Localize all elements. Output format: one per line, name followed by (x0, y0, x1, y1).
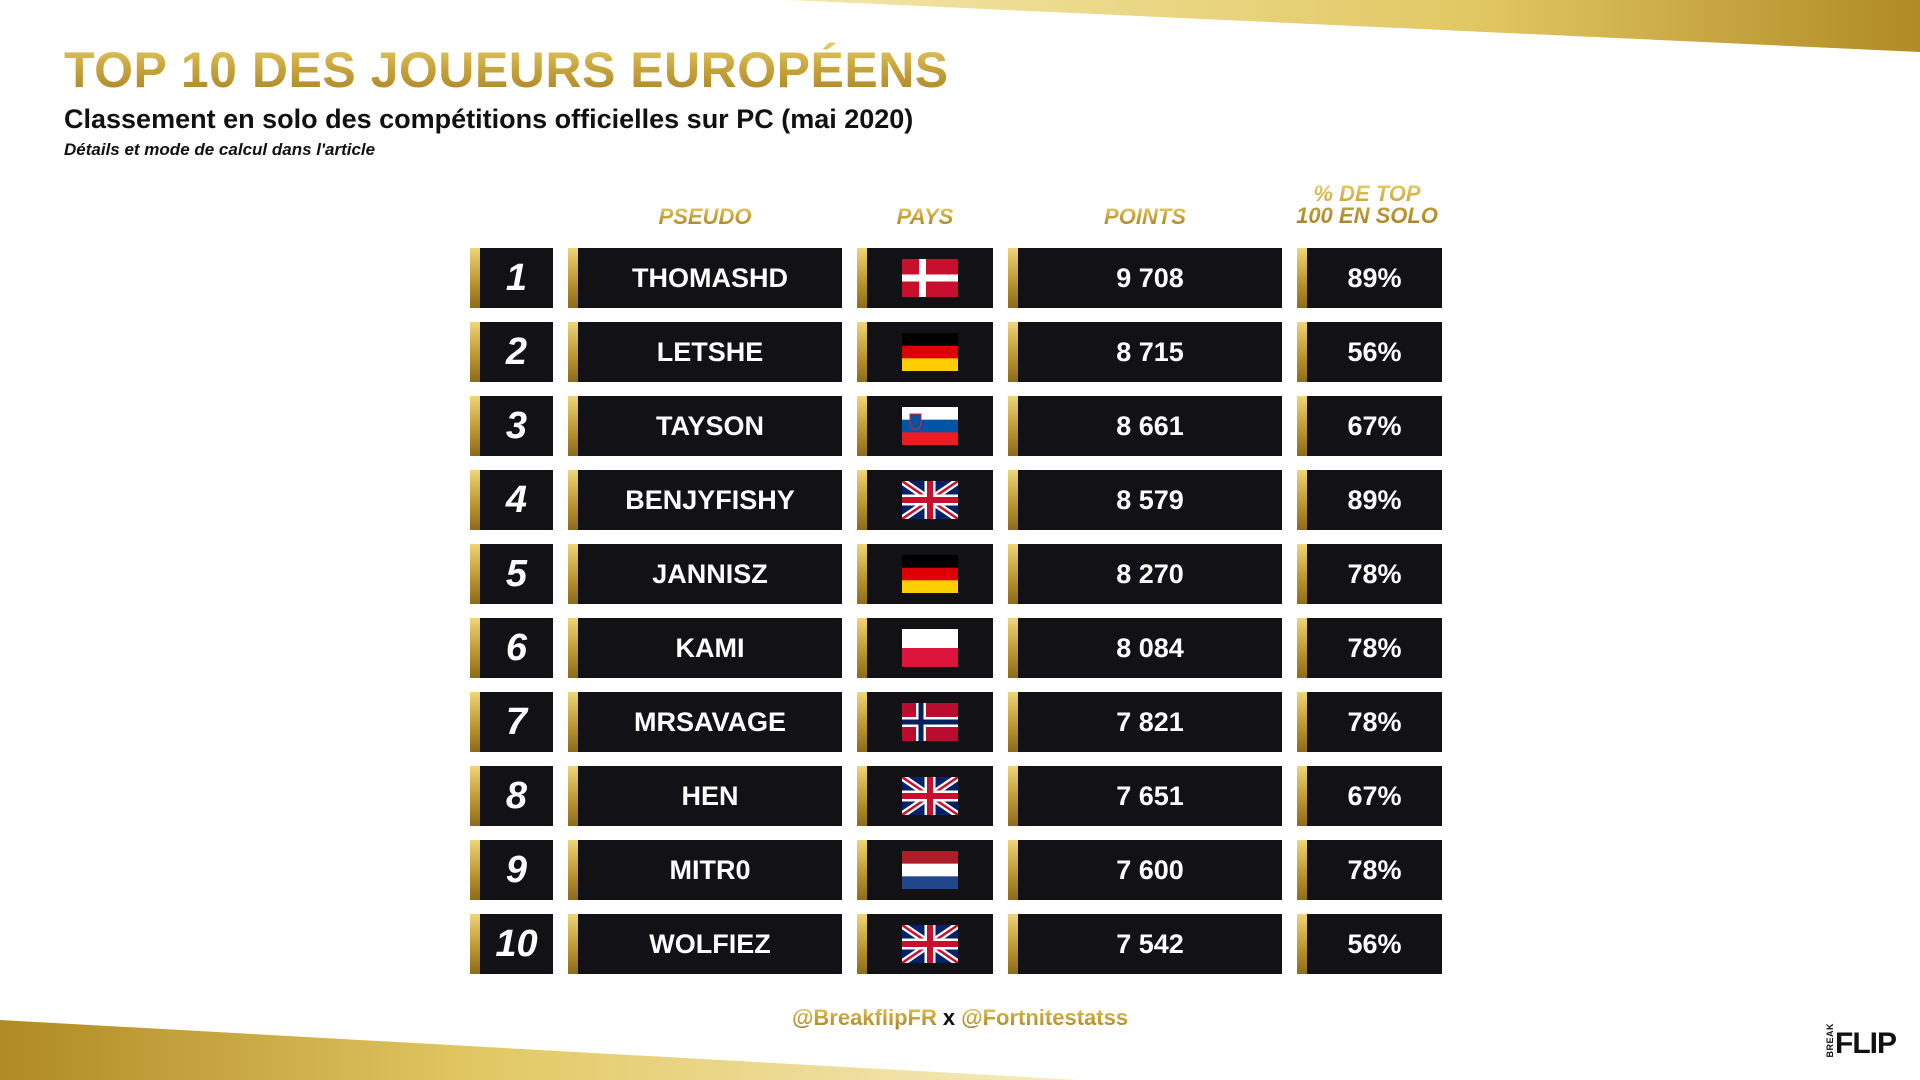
table-row: 1 THOMASHD 9 708 89% (470, 248, 1442, 308)
pct-cell: 56% (1297, 914, 1442, 974)
country-cell (857, 322, 993, 382)
table-row: 8 HEN 7 651 67% (470, 766, 1442, 826)
rank-cell: 10 (470, 914, 553, 974)
country-cell (857, 840, 993, 900)
pseudo-cell: MRSAVAGE (568, 692, 842, 752)
points-cell: 8 084 (1008, 618, 1282, 678)
footer-handle-breakflip[interactable]: @BreakflipFR (791, 1005, 937, 1030)
table-row: 5 JANNISZ 8 270 78% (470, 544, 1442, 604)
pct-cell: 78% (1297, 692, 1442, 752)
rank-cell: 4 (470, 470, 553, 530)
country-cell (857, 914, 993, 974)
points-cell: 7 542 (1008, 914, 1282, 974)
breakflip-logo: BREAK FLIP (1825, 1023, 1897, 1060)
points-cell: 8 579 (1008, 470, 1282, 530)
column-header-pct-line2: 100 EN SOLO (1296, 203, 1438, 228)
united-kingdom-flag-icon (902, 925, 958, 963)
pct-cell: 89% (1297, 470, 1442, 530)
rank-cell: 6 (470, 618, 553, 678)
points-cell: 9 708 (1008, 248, 1282, 308)
table-row: 3 TAYSON 8 661 67% (470, 396, 1442, 456)
points-cell: 7 600 (1008, 840, 1282, 900)
pct-cell: 56% (1297, 322, 1442, 382)
pct-cell: 78% (1297, 840, 1442, 900)
table-row: 2 LETSHE 8 715 56% (470, 322, 1442, 382)
column-header-pct-line1: % DE TOP (1313, 181, 1421, 206)
page-subtitle: Classement en solo des compétitions offi… (64, 104, 914, 134)
pseudo-cell: TAYSON (568, 396, 842, 456)
footer-separator: x (942, 1005, 956, 1030)
column-header-pct: % DE TOP 100 EN SOLO (1275, 183, 1459, 227)
country-cell (857, 544, 993, 604)
table-row: 7 MRSAVAGE 7 821 78% (470, 692, 1442, 752)
page-note: Détails et mode de calcul dans l'article (64, 140, 376, 159)
norway-flag-icon (902, 703, 958, 741)
rank-cell: 2 (470, 322, 553, 382)
column-header-pays: PAYS (857, 206, 993, 228)
table-row: 4 BENJYFISHY 8 579 89% (470, 470, 1442, 530)
united-kingdom-flag-icon (902, 481, 958, 519)
logo-big-text: FLIP (1835, 1027, 1897, 1060)
rank-cell: 9 (470, 840, 553, 900)
points-cell: 8 715 (1008, 322, 1282, 382)
rank-cell: 7 (470, 692, 553, 752)
pseudo-cell: HEN (568, 766, 842, 826)
header: TOP 10 DES JOUEURS EUROPÉENS Classement … (64, 40, 949, 160)
rank-cell: 1 (470, 248, 553, 308)
pct-cell: 89% (1297, 248, 1442, 308)
rank-cell: 5 (470, 544, 553, 604)
table-row: 9 MITR0 7 600 78% (470, 840, 1442, 900)
points-cell: 7 821 (1008, 692, 1282, 752)
denmark-flag-icon (902, 259, 958, 297)
pct-cell: 67% (1297, 396, 1442, 456)
table-row: 10 WOLFIEZ 7 542 56% (470, 914, 1442, 974)
rank-cell: 8 (470, 766, 553, 826)
united-kingdom-flag-icon (902, 777, 958, 815)
column-header-pseudo: PSEUDO (568, 206, 842, 228)
column-header-points: POINTS (1008, 206, 1282, 228)
pseudo-cell: LETSHE (568, 322, 842, 382)
pseudo-cell: KAMI (568, 618, 842, 678)
page-title: TOP 10 DES JOUEURS EUROPÉENS (64, 42, 949, 98)
pseudo-cell: JANNISZ (568, 544, 842, 604)
points-cell: 8 270 (1008, 544, 1282, 604)
pct-cell: 78% (1297, 618, 1442, 678)
pct-cell: 78% (1297, 544, 1442, 604)
footer-credits: @BreakflipFR x @Fortnitestatss (0, 1005, 1920, 1031)
poland-flag-icon (902, 629, 958, 667)
table-row: 6 KAMI 8 084 78% (470, 618, 1442, 678)
logo-small-text: BREAK (1825, 1023, 1835, 1058)
germany-flag-icon (902, 333, 958, 371)
germany-flag-icon (902, 555, 958, 593)
slovenia-flag-icon (902, 407, 958, 445)
pct-cell: 67% (1297, 766, 1442, 826)
rank-cell: 3 (470, 396, 553, 456)
country-cell (857, 396, 993, 456)
footer-handle-fortnitestats[interactable]: @Fortnitestatss (961, 1005, 1129, 1030)
pseudo-cell: MITR0 (568, 840, 842, 900)
points-cell: 7 651 (1008, 766, 1282, 826)
country-cell (857, 692, 993, 752)
country-cell (857, 766, 993, 826)
pseudo-cell: BENJYFISHY (568, 470, 842, 530)
country-cell (857, 618, 993, 678)
points-cell: 8 661 (1008, 396, 1282, 456)
pseudo-cell: WOLFIEZ (568, 914, 842, 974)
netherlands-flag-icon (902, 851, 958, 889)
country-cell (857, 470, 993, 530)
pseudo-cell: THOMASHD (568, 248, 842, 308)
country-cell (857, 248, 993, 308)
